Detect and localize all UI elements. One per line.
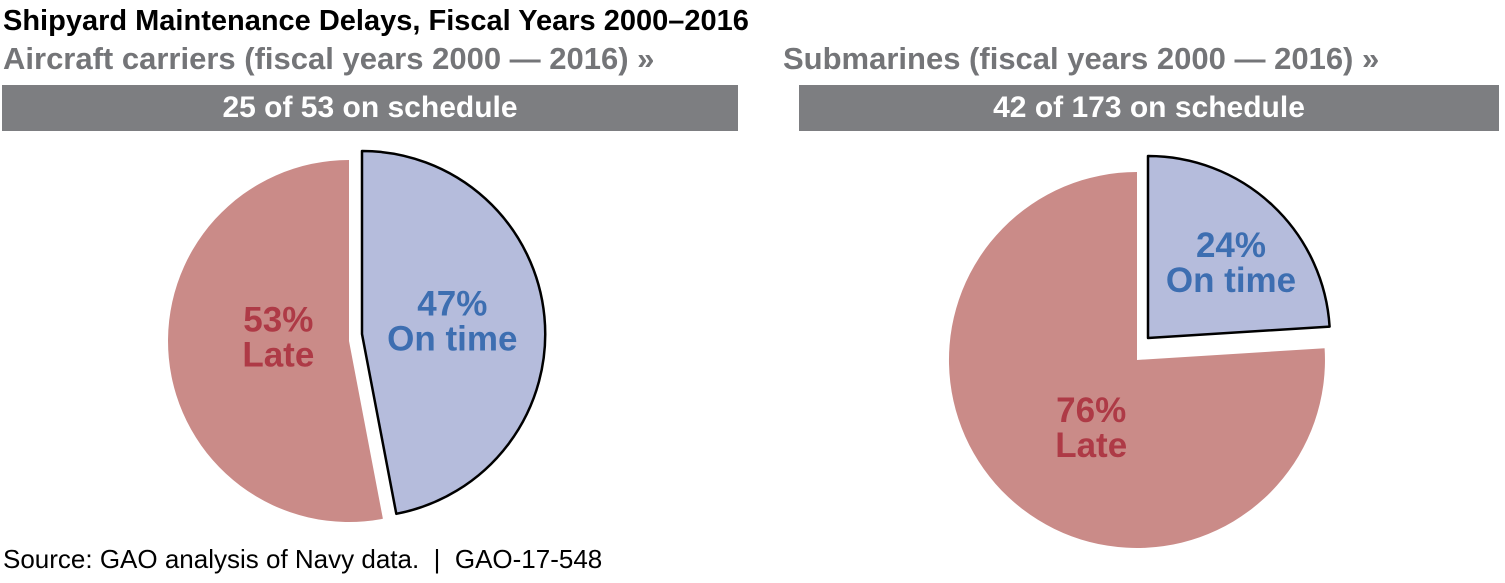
pie-submarines-slice-on-time [1146,154,1331,340]
source-note: Source: GAO analysis of Navy data. | GAO… [3,544,603,574]
pie-aircraft-carriers-label-on-time: 47% On time [387,285,517,359]
pie-aircraft-carriers-slice-on-time [360,149,547,516]
pie-aircraft-carriers-label-late: 53% Late [242,300,314,374]
pie-aircraft-carriers-slice-late [168,160,383,522]
banner-submarines: 42 of 173 on schedule [799,85,1499,131]
panel-title-submarines[interactable]: Submarines (fiscal years 2000 — 2016) » [783,41,1380,76]
banner-aircraft-carriers: 25 of 53 on schedule [2,85,738,131]
figure-title: Shipyard Maintenance Delays, Fiscal Year… [3,5,749,37]
pie-submarines-label-late: 76% Late [1055,391,1127,465]
pie-submarines-label-on-time: 24% On time [1166,226,1296,300]
panel-title-aircraft-carriers[interactable]: Aircraft carriers (fiscal years 2000 — 2… [3,41,655,76]
pie-submarines-slice-late [948,171,1325,548]
